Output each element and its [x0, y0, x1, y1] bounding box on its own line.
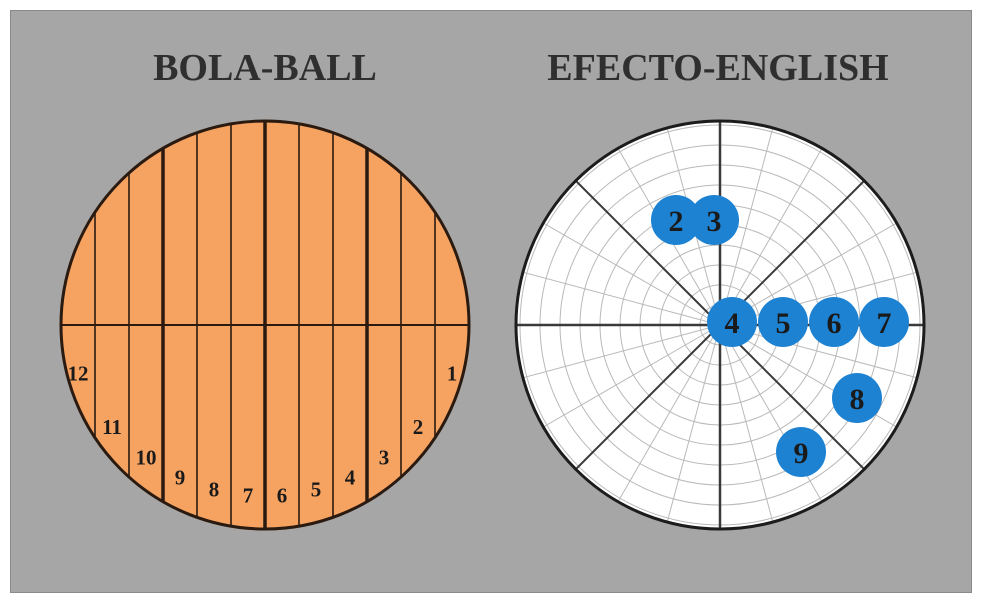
- axis-diagonal: [719, 324, 884, 489]
- grid-spoke: [520, 209, 721, 326]
- ball-segment-label: 6: [277, 483, 288, 507]
- english-position-dot: [758, 297, 808, 347]
- english-position-dot: [859, 297, 909, 347]
- english-title: EFECTO-ENGLISH: [547, 47, 888, 89]
- english-position-label: 5: [776, 307, 791, 340]
- english-position-label: 7: [877, 307, 892, 340]
- ball-segment-label: 2: [413, 415, 424, 439]
- ball-segment-label: 12: [68, 362, 89, 386]
- grid-spoke: [520, 324, 721, 441]
- grid-spoke: [604, 324, 721, 525]
- ball-strip-lines: [61, 121, 469, 529]
- grid-spoke: [719, 125, 836, 326]
- english-position-label: 2: [669, 205, 684, 238]
- ball-title: BOLA-BALL: [153, 47, 377, 89]
- ball-segment-label: 3: [379, 446, 390, 470]
- english-outline: [514, 119, 926, 531]
- axis-diagonal: [719, 161, 884, 326]
- ball-segment-label: 8: [209, 478, 220, 502]
- grid-spoke: [719, 264, 924, 326]
- ball-segment-label: 10: [136, 446, 157, 470]
- grid-spoke: [719, 324, 836, 525]
- english-position-label: 3: [707, 205, 722, 238]
- english-position-label: 4: [725, 307, 740, 340]
- ball-segment-label: 4: [345, 465, 356, 489]
- english-position-dot: [776, 427, 826, 477]
- english-position-dot: [809, 297, 859, 347]
- grid-spoke: [516, 264, 721, 326]
- ball-segment-label: 5: [311, 478, 322, 502]
- ball-outline: [59, 119, 471, 531]
- axis-diagonal: [556, 161, 721, 326]
- english-position-label: 8: [850, 383, 865, 416]
- grid-spoke: [719, 324, 781, 529]
- grid-spoke: [719, 324, 924, 386]
- english-position-dot: [707, 297, 757, 347]
- english-position-dot: [689, 195, 739, 245]
- grid-spoke: [659, 324, 721, 529]
- grid-spoke: [719, 324, 920, 441]
- english-positions: 2 3 4 5 6 7 8 9: [651, 195, 909, 477]
- english-position-dot: [651, 195, 701, 245]
- grid-spoke: [719, 209, 920, 326]
- axis-diagonal: [556, 324, 721, 489]
- ball-segment-label: 1: [447, 362, 458, 386]
- english-position-label: 6: [827, 307, 842, 340]
- ball-segment-label: 11: [102, 415, 122, 439]
- grid-spoke: [516, 324, 721, 386]
- english-position-dot: [832, 373, 882, 423]
- grid-spoke: [719, 121, 781, 326]
- english-diagram: 2 3 4 5 6 7 8 9: [514, 119, 926, 531]
- ball-segment-label: 9: [175, 465, 186, 489]
- english-position-label: 9: [794, 437, 809, 470]
- ball-segment-label: 7: [243, 483, 254, 507]
